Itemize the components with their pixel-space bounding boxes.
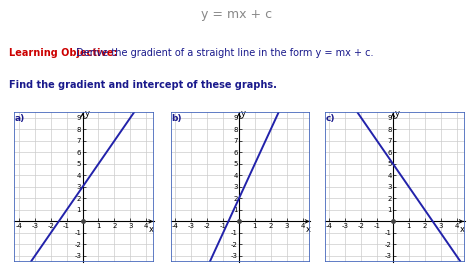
Text: y = mx + c: y = mx + c xyxy=(201,8,273,21)
Text: c): c) xyxy=(326,115,335,123)
Text: x: x xyxy=(149,225,154,234)
Text: Find the gradient and intercept of these graphs.: Find the gradient and intercept of these… xyxy=(9,80,277,90)
Text: b): b) xyxy=(172,115,182,123)
Text: Derive the gradient of a straight line in the form y = mx + c.: Derive the gradient of a straight line i… xyxy=(73,48,374,58)
Text: y: y xyxy=(84,109,90,118)
Text: a): a) xyxy=(15,115,25,123)
Text: y: y xyxy=(395,109,400,118)
Text: x: x xyxy=(306,225,310,234)
Text: x: x xyxy=(460,225,465,234)
Text: Learning Objective:: Learning Objective: xyxy=(9,48,118,58)
Text: y: y xyxy=(241,109,246,118)
